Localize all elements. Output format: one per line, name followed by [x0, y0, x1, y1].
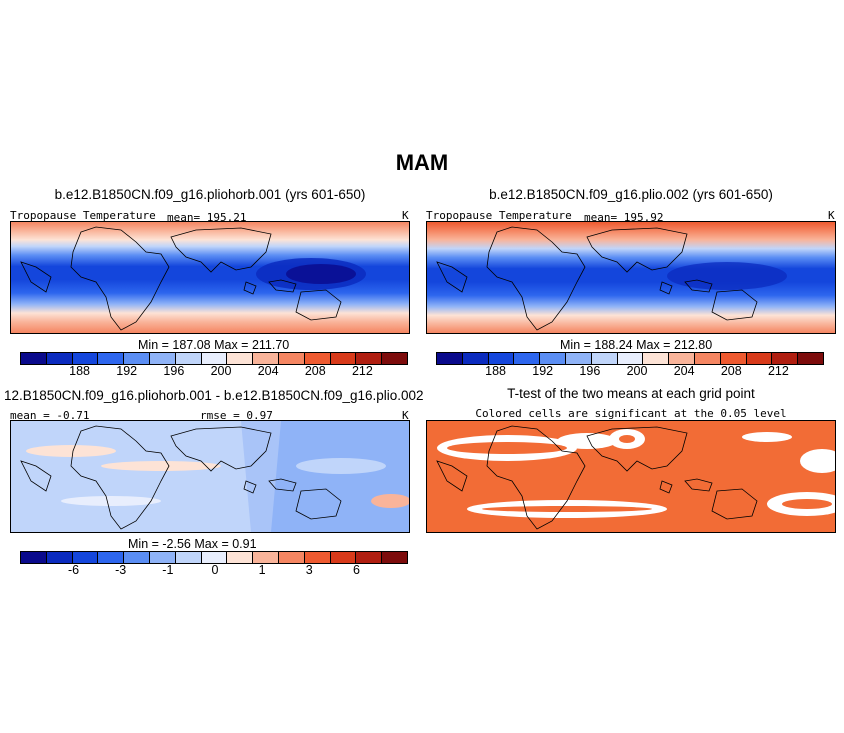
cbar-b-c15 — [798, 353, 823, 364]
cbar-c-label: 3 — [286, 563, 333, 577]
cbar-b-c6 — [566, 353, 592, 364]
cbar-a-c12 — [305, 353, 331, 364]
cbar-a-c6 — [150, 353, 176, 364]
cbar-c-c5 — [124, 552, 150, 563]
cbar-a-c5 — [124, 353, 150, 364]
cbar-b-c5 — [540, 353, 566, 364]
cbar-c-c12 — [305, 552, 331, 563]
cbar-c-c6 — [150, 552, 176, 563]
cbar-c-c10 — [253, 552, 279, 563]
cbar-a-label: 196 — [150, 364, 197, 378]
cbar-a-c13 — [331, 353, 357, 364]
cbar-b-c13 — [747, 353, 773, 364]
cbar-b-label: 200 — [613, 364, 660, 378]
cbar-c-label: -3 — [97, 563, 144, 577]
cbar-a-label: 212 — [339, 364, 386, 378]
cbar-c-c2 — [47, 552, 73, 563]
cbar-c-c4 — [98, 552, 124, 563]
panel-a-map — [10, 221, 410, 334]
cbar-c-label: -6 — [50, 563, 97, 577]
cbar-a-c7 — [176, 353, 202, 364]
panel-d-map — [426, 420, 836, 533]
cbar-a-c3 — [73, 353, 99, 364]
cbar-a-c1 — [21, 353, 47, 364]
cbar-a-label: 188 — [56, 364, 103, 378]
cbar-c-c14 — [356, 552, 382, 563]
cbar-b-label: 196 — [566, 364, 613, 378]
cbar-b-label: 208 — [708, 364, 755, 378]
cbar-b-c2 — [463, 353, 489, 364]
panel-b-map — [426, 221, 836, 334]
cbar-b-c11 — [695, 353, 721, 364]
cbar-a-c9 — [227, 353, 253, 364]
cbar-b-c7 — [592, 353, 618, 364]
cbar-c-c15 — [382, 552, 407, 563]
cbar-a-c4 — [98, 353, 124, 364]
cbar-b-label: 188 — [472, 364, 519, 378]
cbar-c-c3 — [73, 552, 99, 563]
cbar-b-c8 — [618, 353, 644, 364]
cbar-c-c1 — [21, 552, 47, 563]
cbar-a-label: 208 — [292, 364, 339, 378]
cbar-c-label: -1 — [144, 563, 191, 577]
panel-d-subtitle: Colored cells are significant at the 0.0… — [426, 407, 836, 420]
cbar-a-c10 — [253, 353, 279, 364]
cbar-a-c14 — [356, 353, 382, 364]
cbar-c-label: 1 — [239, 563, 286, 577]
panel-c-title: 12.B1850CN.f09_g16.pliohorb.001 - b.e12.… — [4, 388, 414, 403]
figure-title: MAM — [0, 150, 844, 176]
panel-a-colorbar-labels: 188 192 196 200 204 208 212 — [56, 364, 386, 378]
panel-b-colorbar-labels: 188 192 196 200 204 208 212 — [472, 364, 802, 378]
cbar-c-label: 0 — [191, 563, 238, 577]
cbar-b-label: 212 — [755, 364, 802, 378]
panel-d-title: T-test of the two means at each grid poi… — [426, 386, 836, 401]
cbar-a-label: 200 — [197, 364, 244, 378]
cbar-c-c13 — [331, 552, 357, 563]
cbar-c-c7 — [176, 552, 202, 563]
cbar-b-c10 — [669, 353, 695, 364]
panel-c-map — [10, 420, 410, 533]
cbar-a-c2 — [47, 353, 73, 364]
cbar-a-label: 204 — [245, 364, 292, 378]
cbar-a-c15 — [382, 353, 407, 364]
cbar-b-c3 — [489, 353, 515, 364]
panel-b-minmax: Min = 188.24 Max = 212.80 — [560, 338, 712, 352]
cbar-b-c12 — [721, 353, 747, 364]
cbar-c-c11 — [279, 552, 305, 563]
panel-c-minmax: Min = -2.56 Max = 0.91 — [128, 537, 257, 551]
cbar-b-label: 204 — [661, 364, 708, 378]
cbar-c-c9 — [227, 552, 253, 563]
cbar-c-c8 — [202, 552, 228, 563]
cbar-b-c14 — [772, 353, 798, 364]
cbar-b-c1 — [437, 353, 463, 364]
panel-c-colorbar-labels: -6 -3 -1 0 1 3 6 — [50, 563, 380, 577]
cbar-a-c11 — [279, 353, 305, 364]
cbar-a-label: 192 — [103, 364, 150, 378]
cbar-b-c9 — [643, 353, 669, 364]
cbar-b-c4 — [514, 353, 540, 364]
panel-a-title: b.e12.B1850CN.f09_g16.pliohorb.001 (yrs … — [10, 187, 410, 202]
cbar-b-label: 192 — [519, 364, 566, 378]
cbar-a-c8 — [202, 353, 228, 364]
panel-b-title: b.e12.B1850CN.f09_g16.plio.002 (yrs 601-… — [426, 187, 836, 202]
cbar-c-label: 6 — [333, 563, 380, 577]
panel-a-minmax: Min = 187.08 Max = 211.70 — [138, 338, 289, 352]
